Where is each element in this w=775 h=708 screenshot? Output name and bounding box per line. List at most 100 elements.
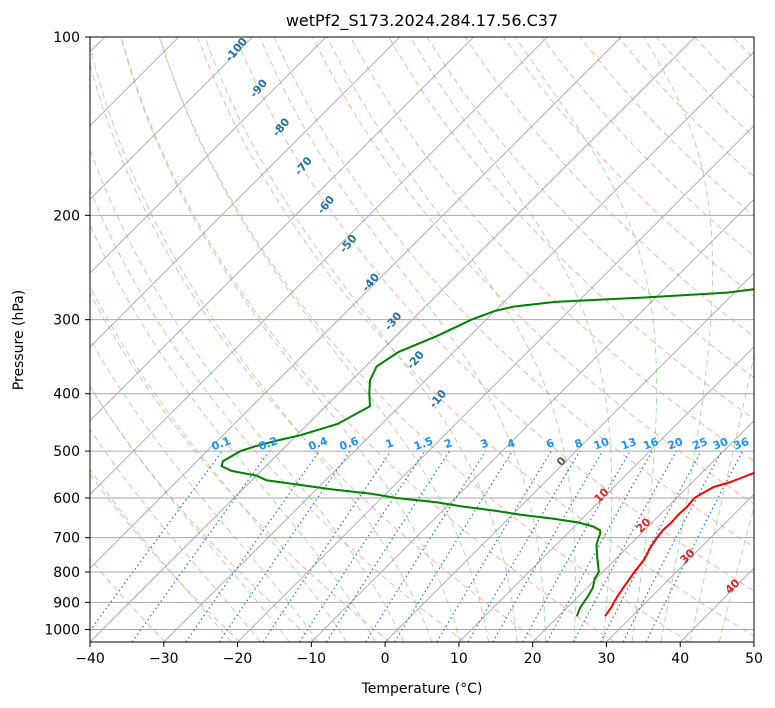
mixing-ratio-label: 0.1 bbox=[210, 434, 233, 453]
chart-title: wetPf2_S173.2024.284.17.56.C37 bbox=[286, 11, 558, 31]
dry-adiabat bbox=[83, 37, 539, 642]
dry-adiabat-label: -20 bbox=[404, 348, 427, 372]
moist-adiabat bbox=[205, 37, 517, 642]
isotherm bbox=[680, 37, 775, 642]
dry-adiabat bbox=[351, 37, 775, 642]
x-tick-label: 30 bbox=[598, 651, 616, 667]
x-tick-label: −20 bbox=[223, 651, 253, 667]
moist-adiabat bbox=[0, 37, 289, 642]
mixing-ratio-line bbox=[132, 451, 269, 642]
isotherm bbox=[16, 37, 621, 642]
dry-adiabat-label: -10 bbox=[427, 387, 450, 411]
y-tick-label: 400 bbox=[53, 387, 80, 403]
mixing-ratio-label: 10 bbox=[592, 435, 611, 453]
dry-adiabat-label: -60 bbox=[315, 193, 338, 217]
dry-adiabat bbox=[695, 37, 775, 642]
moist-adiabat bbox=[0, 37, 260, 642]
dry-adiabat bbox=[0, 37, 315, 642]
moist-adiabat bbox=[690, 37, 775, 642]
mixing-ratio-line bbox=[326, 451, 449, 642]
dry-adiabat-label: -100 bbox=[222, 35, 250, 65]
dry-adiabat-label: -30 bbox=[382, 309, 405, 333]
x-tick-label: −30 bbox=[149, 651, 179, 667]
moist-adiabat bbox=[121, 37, 460, 642]
y-axis-label: Pressure (hPa) bbox=[11, 290, 27, 390]
y-tick-label: 300 bbox=[53, 313, 80, 329]
y-tick-label: 900 bbox=[53, 595, 80, 611]
moist-adiabat bbox=[11, 37, 347, 642]
x-tick-label: 20 bbox=[524, 651, 542, 667]
mixing-ratio-label: 3 bbox=[479, 436, 491, 451]
dry-adiabat bbox=[0, 37, 240, 642]
isotherm bbox=[385, 37, 775, 642]
moist-adiabat bbox=[411, 37, 612, 642]
mixing-ratio-label: 1.5 bbox=[412, 434, 435, 453]
dry-adiabat-label: -80 bbox=[270, 115, 293, 139]
y-tick-label: 100 bbox=[53, 30, 80, 46]
y-tick-label: 500 bbox=[53, 444, 80, 460]
x-tick-label: 40 bbox=[671, 651, 689, 667]
y-tick-label: 600 bbox=[53, 491, 80, 507]
dry-adiabat bbox=[7, 37, 390, 642]
y-tick-label: 800 bbox=[53, 565, 80, 581]
moist-adiabat bbox=[59, 37, 404, 642]
isotherm bbox=[0, 37, 252, 642]
moist-adiabat bbox=[516, 37, 657, 642]
mixing-ratio-label: 1 bbox=[384, 436, 396, 451]
mixing-ratio-label: 16 bbox=[642, 435, 661, 453]
dry-adiabat bbox=[389, 37, 775, 642]
moist-adiabat bbox=[88, 37, 432, 642]
mixing-ratio-line bbox=[547, 451, 652, 642]
x-axis-label: Temperature (°C) bbox=[361, 681, 483, 697]
mixing-ratio-line bbox=[523, 451, 630, 642]
moist-adiabat-label: 30 bbox=[678, 546, 698, 566]
x-tick-label: 10 bbox=[450, 651, 468, 667]
y-tick-label: 200 bbox=[53, 208, 80, 224]
dry-adiabat-label: -50 bbox=[337, 232, 360, 256]
mixing-ratio-label: 30 bbox=[711, 435, 730, 453]
dry-adiabat bbox=[656, 37, 775, 642]
y-tick-label: 700 bbox=[53, 531, 80, 547]
x-tick-label: 50 bbox=[745, 651, 763, 667]
moist-adiabat-label: 0 bbox=[554, 454, 569, 469]
mixing-ratio-label: 4 bbox=[505, 436, 517, 451]
moist-adiabat bbox=[159, 37, 488, 642]
moist-adiabat-label: 40 bbox=[723, 576, 743, 596]
moist-adiabat bbox=[34, 37, 376, 642]
mixing-ratio-label: 13 bbox=[619, 435, 638, 452]
x-tick-label: −40 bbox=[75, 651, 105, 667]
moist-adiabat bbox=[719, 37, 775, 642]
mixing-ratio-label: 6 bbox=[544, 436, 556, 451]
mixing-ratio-label: 20 bbox=[666, 435, 685, 453]
isotherm bbox=[754, 37, 775, 642]
x-tick-label: 0 bbox=[381, 651, 390, 667]
dry-adiabat bbox=[465, 37, 775, 642]
y-tick-label: 1000 bbox=[44, 622, 80, 638]
moist-adiabat bbox=[260, 37, 546, 642]
mixing-ratio-line bbox=[395, 451, 513, 642]
mixing-ratio-line bbox=[219, 451, 350, 642]
isotherm bbox=[533, 37, 775, 642]
isotherm bbox=[90, 37, 695, 642]
isotherm bbox=[311, 37, 775, 642]
mixing-ratio-line bbox=[366, 451, 486, 642]
dry-adiabat bbox=[274, 37, 775, 642]
moist-adiabat bbox=[0, 37, 318, 642]
dry-adiabat bbox=[427, 37, 775, 642]
x-tick-label: −10 bbox=[297, 651, 327, 667]
background-lines bbox=[0, 37, 775, 642]
moist-adiabat-label: 20 bbox=[634, 515, 654, 535]
mixing-ratio-line bbox=[646, 451, 743, 642]
mixing-ratio-line bbox=[82, 451, 223, 642]
mixing-ratio-label: 0.4 bbox=[307, 434, 330, 453]
dry-adiabat bbox=[236, 37, 775, 642]
mixing-ratio-label: 0.6 bbox=[338, 434, 361, 453]
mixing-ratio-line bbox=[300, 451, 425, 642]
isotherm bbox=[0, 37, 400, 642]
mixing-ratio-label: 36 bbox=[732, 435, 751, 453]
dry-adiabat bbox=[542, 37, 775, 642]
dry-adiabat bbox=[771, 37, 775, 642]
mixing-ratio-label: 2 bbox=[442, 436, 454, 451]
mixing-ratio-line bbox=[574, 451, 677, 642]
